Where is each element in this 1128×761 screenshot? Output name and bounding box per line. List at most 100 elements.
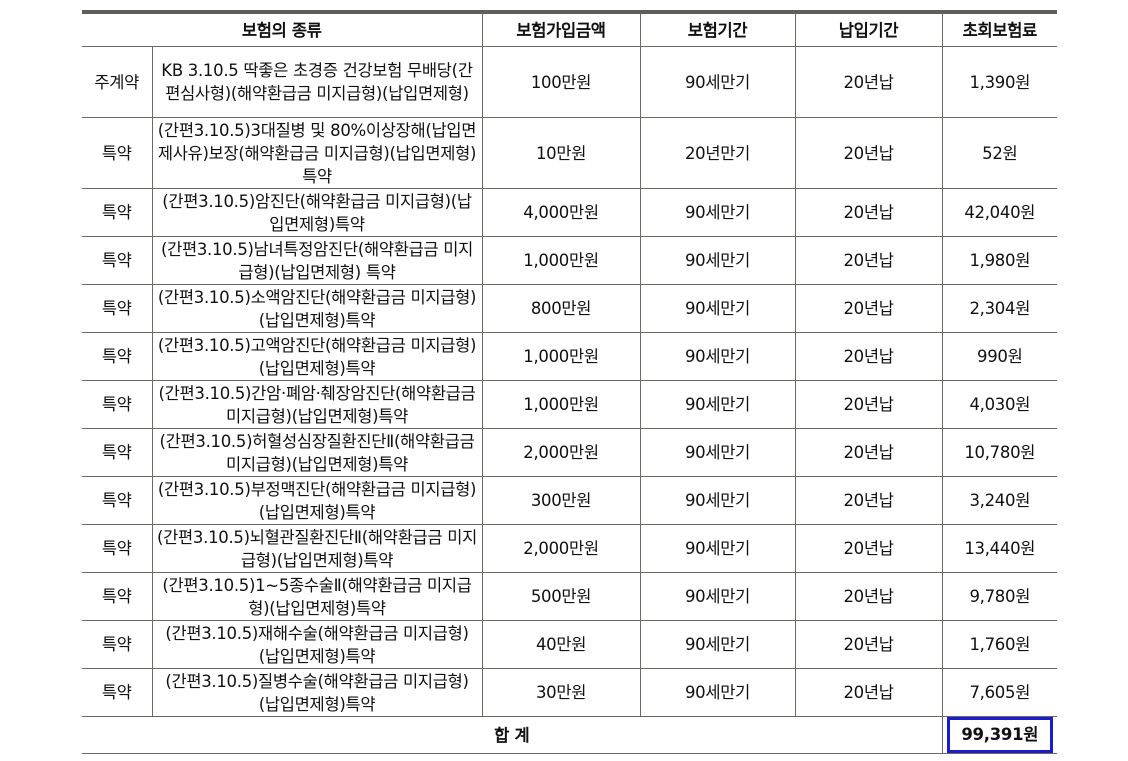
- header-insurance-type: 보험의 종류: [82, 11, 483, 47]
- amount-cell: 10만원: [481, 117, 641, 189]
- payment-period-cell: 20년납: [794, 46, 943, 118]
- coverage-name-cell: (간편3.10.5)암진단(해약환급금 미지급형)(납입면제형)특약: [151, 188, 483, 237]
- coverage-name-cell: (간편3.10.5)질병수술(해약환급금 미지급형)(납입면제형)특약: [151, 668, 483, 717]
- premium-cell: 10,780원: [941, 428, 1058, 477]
- amount-cell: 300만원: [481, 476, 641, 525]
- header-amount: 보험가입금액: [481, 11, 641, 47]
- contract-type-cell: 특약: [82, 380, 153, 429]
- table-row: 특약 (간편3.10.5)3대질병 및 80%이상장해(납입면제사유)보장(해약환…: [82, 117, 1058, 189]
- period-cell: 90세만기: [639, 284, 796, 333]
- payment-period-cell: 20년납: [794, 236, 943, 285]
- total-label: 합 계: [82, 716, 943, 754]
- contract-type-cell: 특약: [82, 572, 153, 621]
- premium-cell: 1,760원: [941, 620, 1058, 669]
- payment-period-cell: 20년납: [794, 284, 943, 333]
- table-row: 특약 (간편3.10.5)부정맥진단(해약환급금 미지급형)(납입면제형)특약 30…: [82, 476, 1058, 525]
- period-cell: 90세만기: [639, 332, 796, 381]
- premium-cell: 13,440원: [941, 524, 1058, 573]
- contract-type-cell: 특약: [82, 428, 153, 477]
- period-cell: 90세만기: [639, 188, 796, 237]
- header-premium: 초회보험료: [941, 11, 1058, 47]
- table-row: 특약 (간편3.10.5)재해수술(해약환급금 미지급형)(납입면제형)특약 40만…: [82, 620, 1058, 669]
- premium-cell: 52원: [941, 117, 1058, 189]
- premium-cell: 1,980원: [941, 236, 1058, 285]
- payment-period-cell: 20년납: [794, 620, 943, 669]
- amount-cell: 30만원: [481, 668, 641, 717]
- contract-type-cell: 특약: [82, 476, 153, 525]
- total-row: 합 계 99,391원: [82, 716, 1058, 754]
- coverage-name-cell: (간편3.10.5)1~5종수술Ⅱ(해약환급금 미지급형)(납입면제형)특약: [151, 572, 483, 621]
- coverage-name-cell: (간편3.10.5)3대질병 및 80%이상장해(납입면제사유)보장(해약환급금…: [151, 117, 483, 189]
- total-cell: 99,391원: [941, 716, 1058, 754]
- period-cell: 20년만기: [639, 117, 796, 189]
- header-payment-period: 납입기간: [794, 11, 943, 47]
- contract-type-cell: 특약: [82, 332, 153, 381]
- premium-cell: 3,240원: [941, 476, 1058, 525]
- coverage-name-cell: KB 3.10.5 딱좋은 초경증 건강보험 무배당(간편심사형)(해약환급금 …: [151, 46, 483, 118]
- contract-type-cell: 특약: [82, 284, 153, 333]
- payment-period-cell: 20년납: [794, 668, 943, 717]
- contract-type-cell: 특약: [82, 188, 153, 237]
- coverage-name-cell: (간편3.10.5)뇌혈관질환진단Ⅱ(해약환급금 미지급형)(납입면제형)특약: [151, 524, 483, 573]
- table-row: 특약 (간편3.10.5)간암·폐암·췌장암진단(해약환급금 미지급형)(납입면제…: [82, 380, 1058, 429]
- contract-type-cell: 특약: [82, 236, 153, 285]
- period-cell: 90세만기: [639, 668, 796, 717]
- payment-period-cell: 20년납: [794, 524, 943, 573]
- amount-cell: 4,000만원: [481, 188, 641, 237]
- payment-period-cell: 20년납: [794, 117, 943, 189]
- coverage-name-cell: (간편3.10.5)간암·폐암·췌장암진단(해약환급금 미지급형)(납입면제형)…: [151, 380, 483, 429]
- table-row: 특약 (간편3.10.5)암진단(해약환급금 미지급형)(납입면제형)특약 4,00…: [82, 188, 1058, 237]
- premium-cell: 42,040원: [941, 188, 1058, 237]
- period-cell: 90세만기: [639, 236, 796, 285]
- contract-type-cell: 특약: [82, 524, 153, 573]
- period-cell: 90세만기: [639, 524, 796, 573]
- payment-period-cell: 20년납: [794, 332, 943, 381]
- premium-cell: 2,304원: [941, 284, 1058, 333]
- header-row: 보험의 종류 보험가입금액 보험기간 납입기간 초회보험료: [82, 11, 1058, 47]
- amount-cell: 2,000만원: [481, 428, 641, 477]
- contract-type-cell: 특약: [82, 668, 153, 717]
- coverage-name-cell: (간편3.10.5)고액암진단(해약환급금 미지급형)(납입면제형)특약: [151, 332, 483, 381]
- period-cell: 90세만기: [639, 620, 796, 669]
- period-cell: 90세만기: [639, 476, 796, 525]
- table-row: 주계약 KB 3.10.5 딱좋은 초경증 건강보험 무배당(간편심사형)(해약환…: [82, 46, 1058, 118]
- table-row: 특약 (간편3.10.5)소액암진단(해약환급금 미지급형)(납입면제형)특약 80…: [82, 284, 1058, 333]
- contract-type-cell: 주계약: [82, 46, 153, 118]
- table-row: 특약 (간편3.10.5)허혈성심장질환진단Ⅱ(해약환급금 미지급형)(납입면제형…: [82, 428, 1058, 477]
- table-row: 특약 (간편3.10.5)질병수술(해약환급금 미지급형)(납입면제형)특약 30만…: [82, 668, 1058, 717]
- coverage-name-cell: (간편3.10.5)남녀특정암진단(해약환급금 미지급형)(납입면제형) 특약: [151, 236, 483, 285]
- amount-cell: 100만원: [481, 46, 641, 118]
- header-period: 보험기간: [639, 11, 796, 47]
- contract-type-cell: 특약: [82, 620, 153, 669]
- payment-period-cell: 20년납: [794, 572, 943, 621]
- coverage-name-cell: (간편3.10.5)허혈성심장질환진단Ⅱ(해약환급금 미지급형)(납입면제형)특…: [151, 428, 483, 477]
- amount-cell: 40만원: [481, 620, 641, 669]
- amount-cell: 1,000만원: [481, 236, 641, 285]
- coverage-name-cell: (간편3.10.5)부정맥진단(해약환급금 미지급형)(납입면제형)특약: [151, 476, 483, 525]
- payment-period-cell: 20년납: [794, 188, 943, 237]
- amount-cell: 1,000만원: [481, 332, 641, 381]
- coverage-name-cell: (간편3.10.5)재해수술(해약환급금 미지급형)(납입면제형)특약: [151, 620, 483, 669]
- premium-cell: 9,780원: [941, 572, 1058, 621]
- period-cell: 90세만기: [639, 380, 796, 429]
- table-row: 특약 (간편3.10.5)남녀특정암진단(해약환급금 미지급형)(납입면제형) 특…: [82, 236, 1058, 285]
- period-cell: 90세만기: [639, 428, 796, 477]
- payment-period-cell: 20년납: [794, 476, 943, 525]
- payment-period-cell: 20년납: [794, 428, 943, 477]
- premium-cell: 1,390원: [941, 46, 1058, 118]
- table-row: 특약 (간편3.10.5)고액암진단(해약환급금 미지급형)(납입면제형)특약 1,…: [82, 332, 1058, 381]
- premium-cell: 7,605원: [941, 668, 1058, 717]
- table-row: 특약 (간편3.10.5)뇌혈관질환진단Ⅱ(해약환급금 미지급형)(납입면제형)특…: [82, 524, 1058, 573]
- coverage-name-cell: (간편3.10.5)소액암진단(해약환급금 미지급형)(납입면제형)특약: [151, 284, 483, 333]
- insurance-premium-table: 보험의 종류 보험가입금액 보험기간 납입기간 초회보험료 주계약 KB 3.10…: [82, 10, 1058, 754]
- premium-cell: 4,030원: [941, 380, 1058, 429]
- period-cell: 90세만기: [639, 46, 796, 118]
- amount-cell: 2,000만원: [481, 524, 641, 573]
- total-value: 99,391원: [946, 717, 1053, 753]
- amount-cell: 1,000만원: [481, 380, 641, 429]
- amount-cell: 500만원: [481, 572, 641, 621]
- premium-cell: 990원: [941, 332, 1058, 381]
- contract-type-cell: 특약: [82, 117, 153, 189]
- table-row: 특약 (간편3.10.5)1~5종수술Ⅱ(해약환급금 미지급형)(납입면제형)특약…: [82, 572, 1058, 621]
- amount-cell: 800만원: [481, 284, 641, 333]
